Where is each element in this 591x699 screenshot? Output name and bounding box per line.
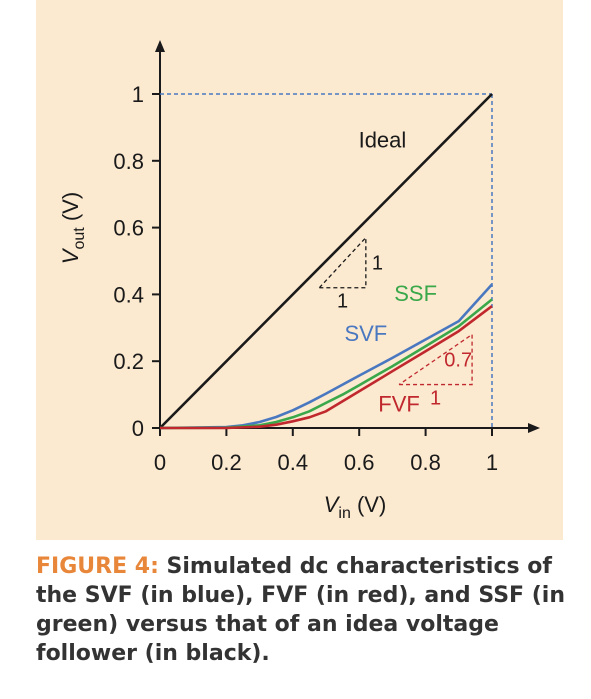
figure-caption: FIGURE 4: Simulated dc characteristics o… bbox=[36, 552, 566, 668]
y-tick-label: 0.6 bbox=[113, 216, 144, 241]
x-tick-label: 0.4 bbox=[278, 450, 309, 475]
axes: 0 0.2 0.4 0.6 0.8 1 0 0.2 0.4 0.6 0.8 1 Vin (V) Vout … bbox=[58, 40, 540, 522]
caption-label: FIGURE 4: bbox=[36, 554, 159, 579]
x-tick-label: 0.6 bbox=[344, 450, 375, 475]
series-lines bbox=[159, 93, 493, 430]
series-line-svf bbox=[159, 283, 493, 430]
x-tick-label: 0.8 bbox=[410, 450, 441, 475]
y-tick-label: 0.2 bbox=[113, 349, 144, 374]
slope-triangle-1 bbox=[318, 235, 367, 289]
series-line-ideal bbox=[159, 93, 493, 429]
y-axis-label: Vout (V) bbox=[58, 192, 88, 264]
slope-triangle-2 bbox=[398, 333, 473, 386]
x-axis-arrow bbox=[528, 423, 540, 433]
y-axis-arrow bbox=[155, 40, 165, 52]
series-label-ideal: Ideal bbox=[359, 127, 407, 152]
series-line-fvf bbox=[160, 305, 493, 430]
y-tick-label: 0 bbox=[132, 416, 144, 441]
y-tick-label: 0.4 bbox=[113, 282, 144, 307]
y-tick-label: 0.8 bbox=[113, 149, 144, 174]
y-tick-label: 1 bbox=[132, 82, 144, 107]
slope-rise-label: 1 bbox=[372, 253, 383, 275]
series-label-ssf: SSF bbox=[394, 281, 437, 306]
slope-run-label: 1 bbox=[337, 291, 348, 313]
line-chart: 0 0.2 0.4 0.6 0.8 1 0 0.2 0.4 0.6 0.8 1 Vin (V) Vout … bbox=[58, 40, 540, 522]
x-tick-label: 0.2 bbox=[211, 450, 242, 475]
series-label-fvf: FVF bbox=[378, 391, 420, 416]
series-label-svf: SVF bbox=[344, 321, 387, 346]
x-axis-label: Vin (V) bbox=[324, 492, 387, 522]
figure-panel bbox=[36, 0, 563, 540]
caption-text: Simulated dc characteristics of the SVF … bbox=[36, 554, 565, 666]
slope-run-label: 1 bbox=[430, 388, 441, 410]
x-tick-label: 1 bbox=[486, 450, 498, 475]
series-line-ssf bbox=[159, 298, 493, 430]
slope-rise-label: 0.7 bbox=[444, 350, 472, 372]
x-tick-label: 0 bbox=[154, 450, 166, 475]
